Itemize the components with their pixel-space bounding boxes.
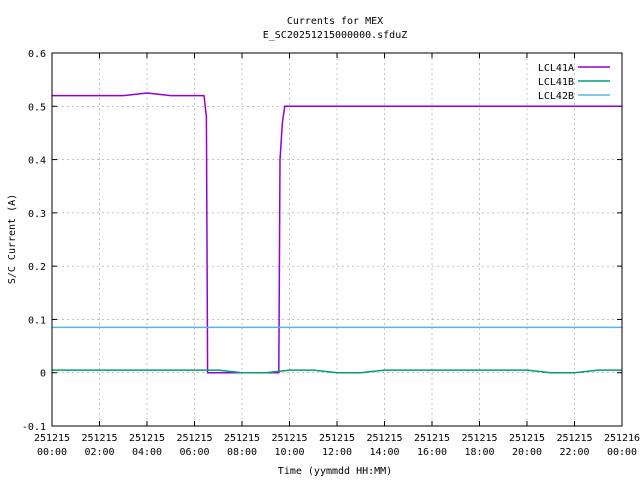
y-tick-label: -0.1: [22, 422, 46, 433]
x-tick-label-date: 251215: [319, 433, 355, 444]
x-tick-label-date: 251215: [556, 433, 592, 444]
x-tick-label-date: 251216: [604, 433, 640, 444]
x-tick-label-time: 16:00: [417, 447, 447, 458]
x-tick-label-time: 10:00: [274, 447, 304, 458]
x-axis-label: Time (yymmdd HH:MM): [278, 466, 392, 477]
series-lines: [52, 92, 622, 374]
y-axis-label: S/C Current (A): [7, 194, 18, 284]
chart-title: Currents for MEX: [287, 16, 383, 27]
y-tick-label: 0: [40, 369, 46, 380]
x-tick-label-date: 251215: [34, 433, 70, 444]
x-tick-label-date: 251215: [176, 433, 212, 444]
y-tick-labels: -0.1 0 0.1 0.2 0.3 0.4 0.5 0.6: [22, 49, 46, 433]
legend-label: LCL42B: [538, 91, 574, 102]
series-line-lcl41a: [52, 92, 622, 374]
legend-label: LCL41A: [538, 63, 574, 74]
x-tick-label-date: 251215: [271, 433, 307, 444]
x-tick-label-date: 251215: [224, 433, 260, 444]
x-tick-label-time: 00:00: [607, 447, 637, 458]
series-line-lcl41b: [52, 369, 622, 374]
legend: LCL41A LCL41B LCL42B: [538, 63, 610, 102]
x-tick-label-time: 20:00: [512, 447, 542, 458]
y-tick-label: 0.2: [28, 262, 46, 273]
legend-label: LCL41B: [538, 77, 574, 88]
x-tick-label-date: 251215: [414, 433, 450, 444]
x-tick-label-time: 22:00: [559, 447, 589, 458]
x-tick-label-time: 08:00: [227, 447, 257, 458]
chart-subtitle: E_SC20251215000000.sfduZ: [263, 30, 408, 41]
x-tick-label-time: 14:00: [369, 447, 399, 458]
x-tick-labels: 251215 00:00 251215 02:00 251215 04:00 251215 0…: [34, 433, 640, 458]
x-tick-label-time: 04:00: [132, 447, 162, 458]
y-tick-label: 0.1: [28, 315, 46, 326]
y-tick-label: 0.5: [28, 102, 46, 113]
x-tick-label-date: 251215: [509, 433, 545, 444]
y-tick-label: 0.4: [28, 156, 46, 167]
x-tick-label-date: 251215: [129, 433, 165, 444]
x-tick-label-date: 251215: [461, 433, 497, 444]
y-tick-label: 0.6: [28, 49, 46, 60]
x-tick-label-date: 251215: [366, 433, 402, 444]
plot-frame: [51, 52, 623, 427]
x-tick-label-date: 251215: [81, 433, 117, 444]
x-tick-label-time: 00:00: [37, 447, 67, 458]
x-tick-label-time: 02:00: [84, 447, 114, 458]
x-tick-label-time: 18:00: [464, 447, 494, 458]
x-tick-label-time: 12:00: [322, 447, 352, 458]
x-tick-label-time: 06:00: [179, 447, 209, 458]
y-tick-label: 0.3: [28, 209, 46, 220]
